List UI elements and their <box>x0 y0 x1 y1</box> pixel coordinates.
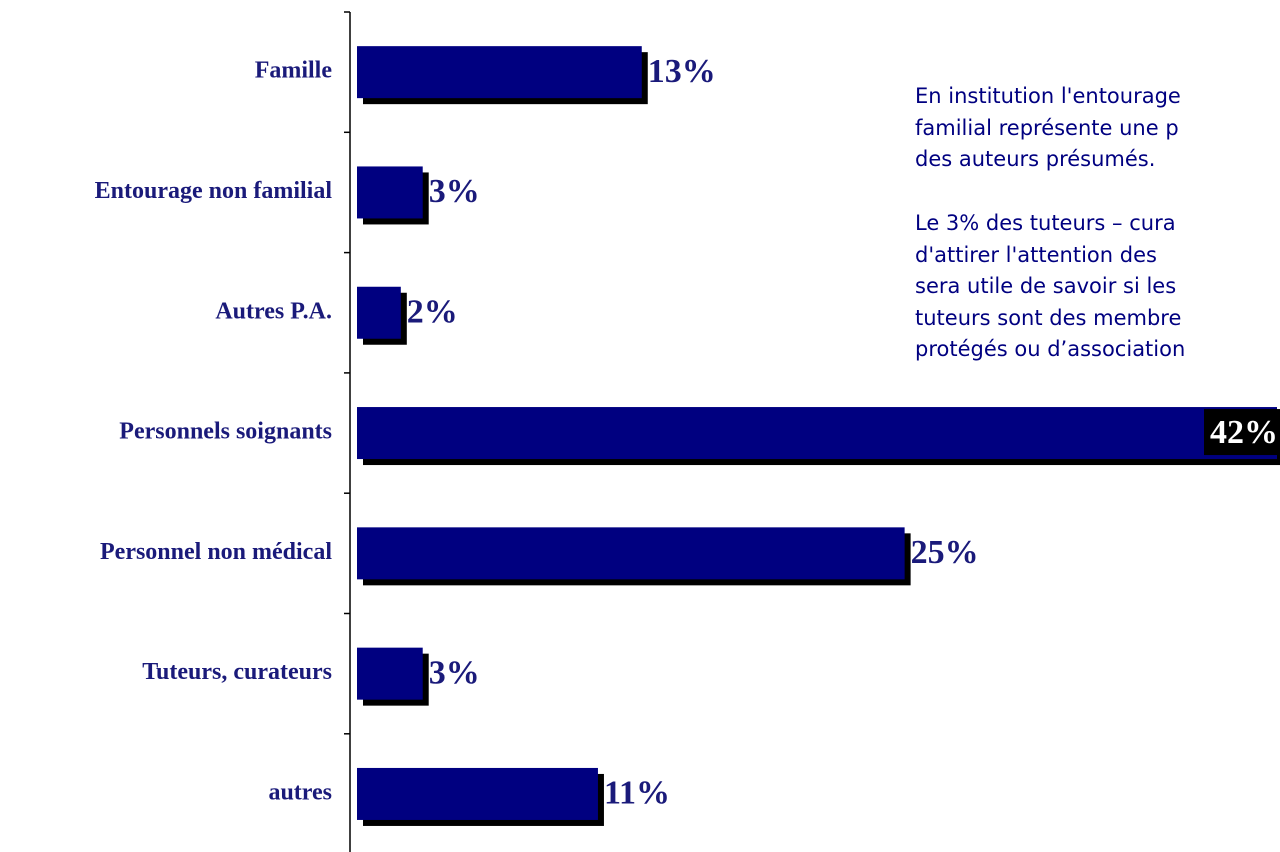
value-label: 13% <box>648 53 716 90</box>
value-label-bg <box>1204 409 1280 456</box>
category-label: Famille <box>255 58 333 84</box>
bar <box>357 166 423 219</box>
bar <box>357 407 1277 460</box>
annotation-line: En institution l'entourage <box>915 84 1181 108</box>
bar <box>357 527 905 580</box>
annotation-line: sera utile de savoir si les <box>915 274 1176 298</box>
value-label: 11% <box>604 775 670 812</box>
value-label: 2% <box>407 294 458 331</box>
bar <box>357 286 401 339</box>
bar <box>357 46 642 99</box>
category-label: Tuteurs, curateurs <box>142 659 332 685</box>
bar <box>357 647 423 700</box>
category-label: Entourage non familial <box>95 178 333 204</box>
annotation-line: Le 3% des tuteurs – cura <box>915 211 1176 235</box>
annotation-line: d'attirer l'attention des <box>915 243 1157 267</box>
value-label: 3% <box>429 654 480 691</box>
annotation-line: des auteurs présumés. <box>915 147 1155 171</box>
category-label: autres <box>268 779 332 805</box>
annotation-line: protégés ou d’association <box>915 337 1185 361</box>
value-label: 42% <box>1210 414 1278 451</box>
annotation-line: tuteurs sont des membre <box>915 306 1181 330</box>
value-label: 25% <box>911 534 979 571</box>
value-label: 3% <box>429 173 480 210</box>
annotation-line: familial représente une p <box>915 116 1179 140</box>
bar <box>357 767 598 820</box>
category-label: Personnel non médical <box>100 539 332 565</box>
category-label: Autres P.A. <box>215 298 332 324</box>
category-label: Personnels soignants <box>119 419 332 445</box>
